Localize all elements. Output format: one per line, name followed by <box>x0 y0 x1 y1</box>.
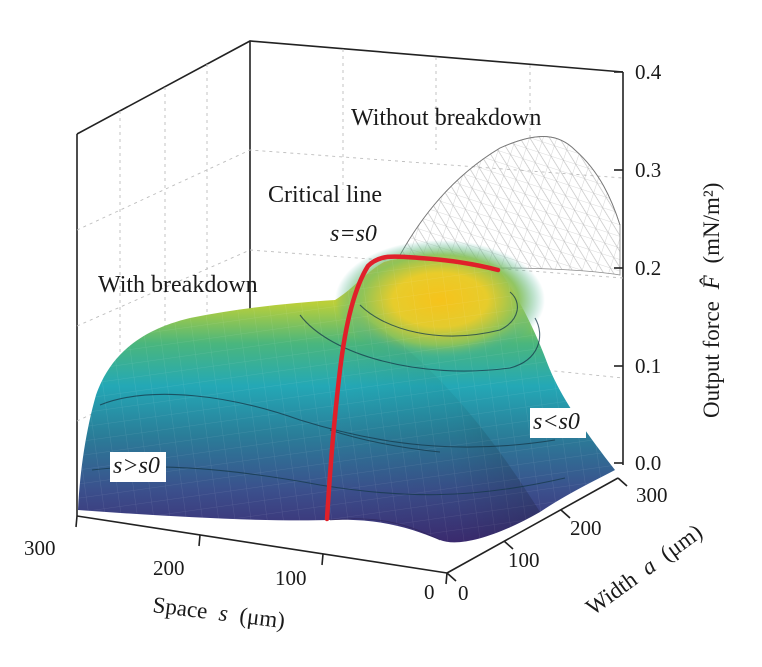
s-tick-label: 0 <box>424 580 435 604</box>
z-tick-label: 0.3 <box>635 158 661 182</box>
a-axis-symbol: a <box>637 553 661 580</box>
s-tick-label: 200 <box>153 556 185 580</box>
s-tick-label: 100 <box>275 566 307 590</box>
label-s-lt: s<s0 <box>533 409 580 435</box>
z-tick-label: 0.2 <box>635 256 661 280</box>
z-tick-label: 0.4 <box>635 60 662 84</box>
z-axis-title: Output force F̂ (mN/m²) <box>698 183 724 418</box>
back-frame <box>76 40 624 574</box>
s-tick-label: 300 <box>24 536 56 560</box>
s-axis-title: Space s (μm) <box>151 592 286 633</box>
label-bg-s-gt <box>110 452 166 482</box>
right-bottom-edge <box>446 477 619 574</box>
z-axis-label: Output force <box>699 301 724 418</box>
label-critical-line: Critical line <box>268 182 382 208</box>
label-critical-eq: s=s0 <box>330 221 377 247</box>
s-axis-label: Space <box>151 592 209 624</box>
a-tick-label: 100 <box>508 548 540 572</box>
s-axis-symbol: s <box>218 600 230 626</box>
a-axis-label: Width <box>581 566 642 620</box>
label-with-breakdown: With breakdown <box>98 272 258 298</box>
label-without-breakdown: Without breakdown <box>351 105 541 131</box>
s-axis: 300 200 100 0 Space s (μm) <box>24 515 448 633</box>
a-axis-unit: (μm) <box>655 519 707 566</box>
critical-line <box>324 254 501 522</box>
z-axis-unit: (mN/m²) <box>699 183 724 264</box>
front-bottom-edge <box>76 515 448 574</box>
annotations: Without breakdown Critical line s=s0 Wit… <box>98 105 586 482</box>
z-axis-symbol: F̂ <box>698 274 724 290</box>
a-tick-label: 300 <box>636 483 668 507</box>
s-axis-unit: (μm) <box>238 603 286 633</box>
z-tick-label: 0.1 <box>635 354 661 378</box>
a-tick-label: 0 <box>458 581 469 605</box>
label-s-gt: s>s0 <box>113 453 160 479</box>
label-bg-s-lt <box>530 408 586 438</box>
z-axis: 0.4 0.3 0.2 0.1 0.0 Output force F̂ (mN/… <box>614 60 724 475</box>
a-tick-label: 200 <box>570 516 602 540</box>
z-tick-label: 0.0 <box>635 451 661 475</box>
